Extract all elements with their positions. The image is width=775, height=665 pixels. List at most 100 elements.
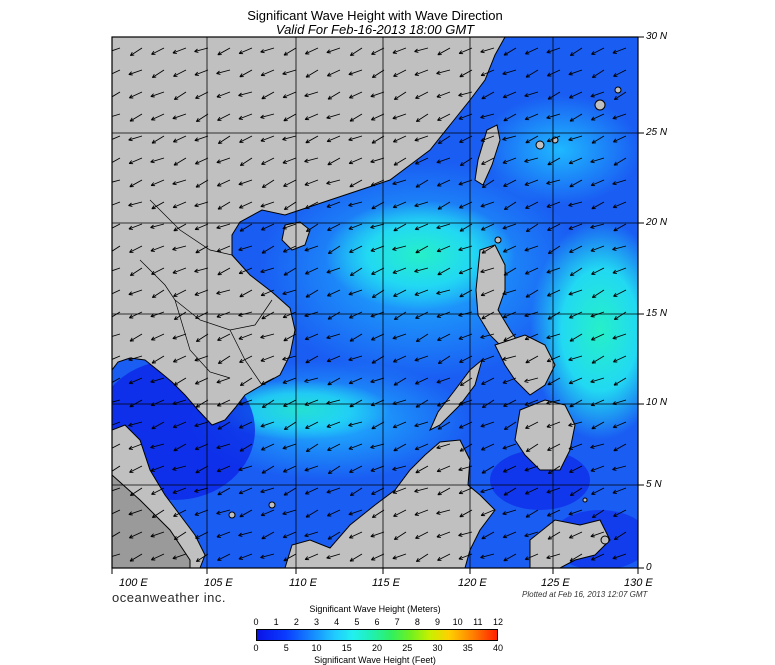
wave-arrow	[112, 487, 121, 492]
wave-arrow	[458, 399, 473, 406]
wave-arrow	[239, 69, 253, 78]
wave-arrow	[503, 267, 517, 276]
wave-arrow	[436, 91, 451, 98]
wave-arrow	[172, 179, 187, 186]
wave-arrow	[613, 311, 627, 321]
wave-arrow	[591, 135, 605, 144]
wave-arrow	[590, 553, 605, 561]
wave-arrow	[459, 355, 473, 363]
wave-arrow	[370, 245, 385, 252]
wave-arrow	[129, 487, 143, 497]
wave-arrow	[480, 333, 495, 339]
wave-arrow	[150, 245, 165, 252]
wave-arrow	[568, 355, 583, 362]
wave-arrow	[128, 91, 143, 99]
wave-arrow	[239, 223, 253, 232]
wave-arrow	[415, 113, 429, 123]
wave-arrow	[194, 47, 209, 53]
wave-arrow	[128, 443, 143, 450]
wave-arrow	[393, 157, 407, 166]
wave-arrow	[261, 377, 275, 385]
wave-arrow	[194, 421, 209, 428]
wave-arrow	[261, 245, 275, 254]
wave-arrow	[546, 333, 561, 340]
wave-arrow	[195, 311, 209, 319]
wave-arrow	[371, 421, 385, 430]
wave-arrow	[459, 157, 473, 167]
wave-arrow	[612, 201, 627, 209]
wave-arrow	[414, 47, 429, 53]
wave-arrow	[195, 465, 209, 474]
wave-arrow	[348, 421, 363, 427]
wave-arrow	[569, 267, 583, 277]
wave-arrow	[172, 267, 187, 274]
wave-arrow	[238, 47, 253, 55]
wave-arrow	[546, 113, 561, 120]
wave-arrow	[437, 135, 451, 145]
wave-arrow	[326, 399, 341, 405]
wave-arrow	[458, 245, 473, 252]
wave-arrow	[569, 113, 583, 122]
wave-arrow	[590, 91, 605, 98]
wave-arrow	[503, 399, 517, 407]
legend-tick-label: 6	[374, 617, 380, 627]
wave-arrow	[172, 333, 187, 340]
wave-arrow	[327, 531, 341, 540]
wave-arrow	[591, 355, 605, 364]
wave-arrow	[459, 135, 473, 143]
wave-arrow	[392, 135, 407, 143]
wave-arrow	[415, 553, 429, 563]
wave-arrow	[172, 47, 187, 54]
wave-arrow	[348, 135, 363, 142]
wave-arrow	[569, 487, 583, 497]
wave-arrow	[612, 487, 627, 494]
wave-arrow	[414, 201, 429, 208]
wave-arrow	[612, 47, 627, 54]
wave-arrow	[436, 245, 451, 253]
wave-arrow	[590, 311, 605, 318]
wave-arrow	[393, 223, 407, 232]
wave-arrow	[304, 267, 319, 275]
wave-arrow	[392, 553, 407, 560]
wave-arrow	[370, 531, 385, 538]
wave-arrow	[436, 531, 451, 538]
legend-tick-label: 3	[313, 617, 320, 627]
wave-arrow	[480, 135, 495, 142]
wave-arrow	[129, 47, 143, 57]
lat-label: 0	[646, 562, 652, 573]
wave-arrow	[613, 289, 627, 297]
wave-arrow	[216, 223, 231, 230]
wave-arrow	[524, 487, 539, 495]
wave-arrow	[173, 311, 187, 321]
wave-arrow	[195, 553, 209, 563]
wave-arrow	[546, 355, 561, 363]
wave-arrow	[194, 69, 209, 76]
wave-arrow	[371, 135, 385, 144]
wave-arrow	[128, 355, 143, 362]
wave-arrow	[503, 201, 517, 211]
wave-arrow	[151, 69, 165, 79]
lat-label: 30 N	[646, 31, 668, 42]
wave-arrow	[459, 377, 473, 387]
wave-arrow	[217, 553, 231, 561]
wave-arrow	[283, 553, 297, 562]
palawan-island	[428, 358, 483, 432]
wave-arrow	[239, 355, 253, 363]
wave-arrow	[129, 267, 143, 277]
wave-arrow	[128, 531, 143, 539]
wave-arrow	[217, 333, 231, 341]
wave-arrow	[112, 201, 121, 206]
wave-arrow	[415, 531, 429, 539]
wave-arrow	[503, 113, 517, 122]
wave-arrow	[349, 267, 363, 277]
wave-arrow	[502, 157, 517, 164]
wave-arrow	[173, 377, 187, 386]
wave-arrow	[591, 201, 605, 210]
wave-arrow	[349, 333, 363, 342]
sumatra	[112, 474, 191, 568]
wave-arrow	[129, 245, 143, 253]
wave-arrow	[568, 135, 583, 142]
wave-arrow	[437, 553, 451, 561]
wave-arrow	[436, 377, 451, 384]
wave-arrow	[480, 487, 495, 494]
